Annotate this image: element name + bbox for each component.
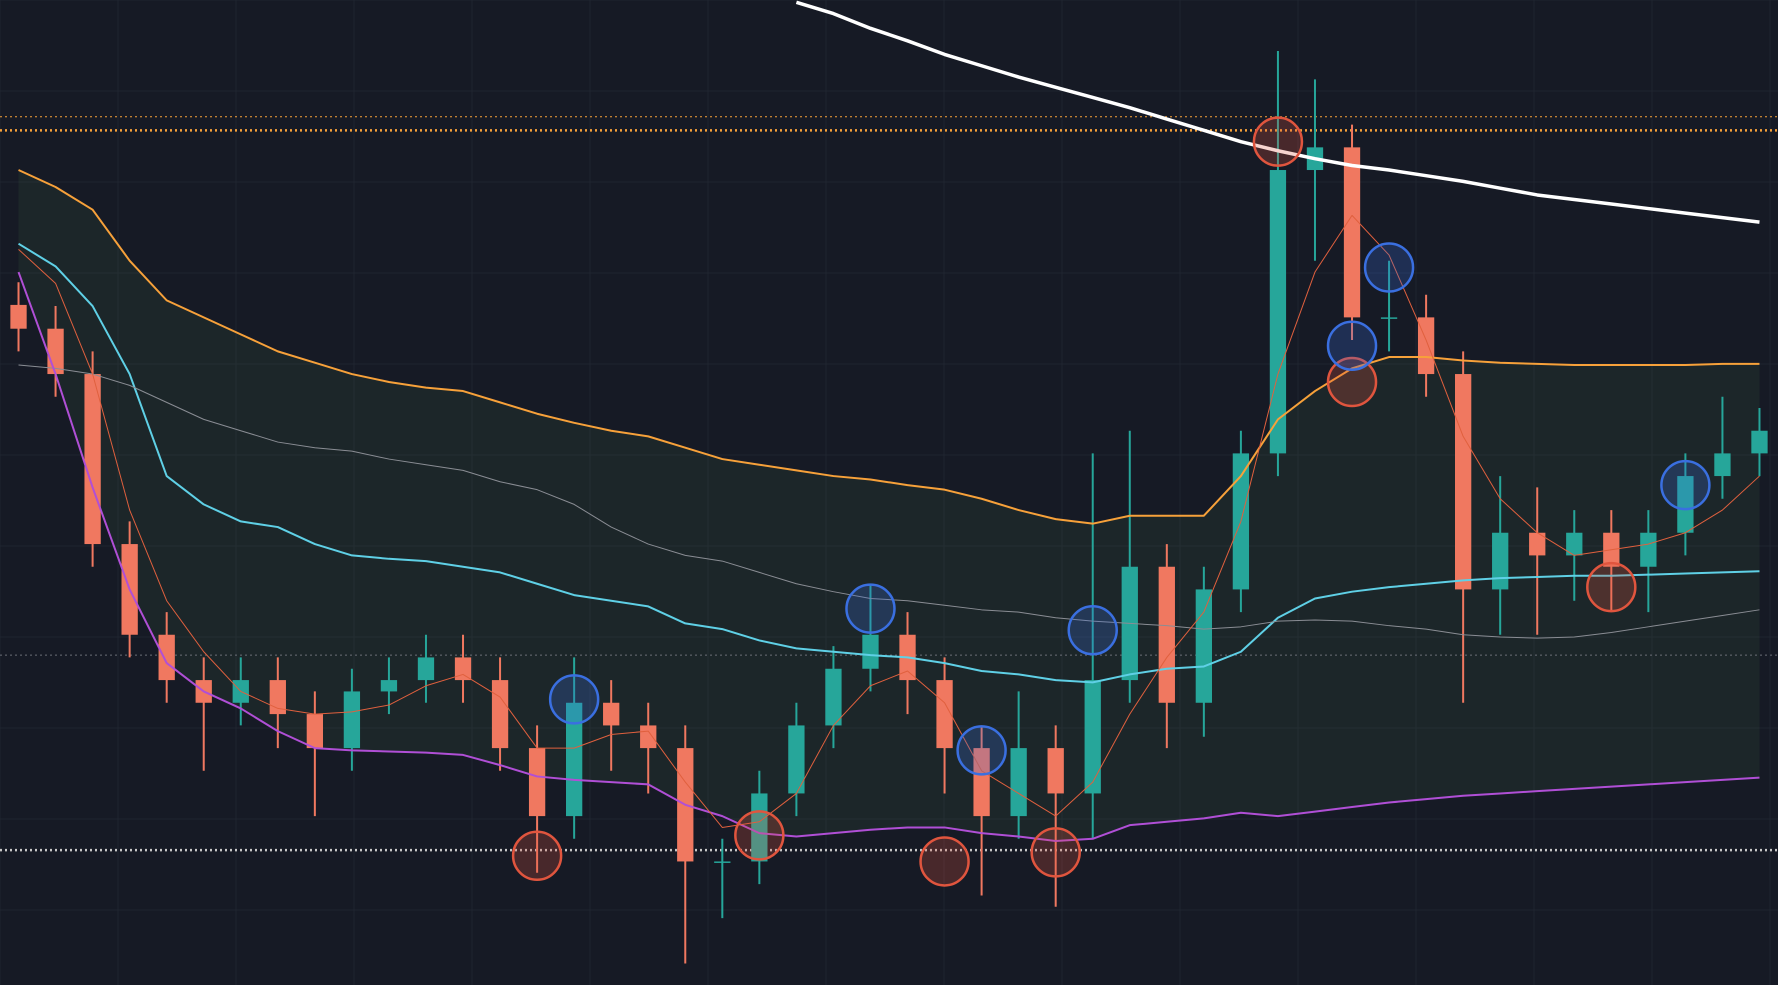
candle-body [1010, 748, 1027, 817]
signal-marker [1660, 459, 1711, 511]
candle-body [603, 702, 620, 726]
signal-marker [1252, 116, 1304, 167]
candle-body [1677, 476, 1694, 533]
candle-body [1751, 430, 1768, 454]
candle-body [1529, 532, 1546, 556]
candle-body [973, 748, 990, 817]
candle-body [528, 748, 546, 817]
candle-body [1492, 532, 1509, 590]
candle-body [1084, 680, 1101, 794]
signal-marker [548, 674, 600, 725]
candle-body [306, 714, 324, 749]
band-fill [18, 170, 1760, 842]
signal-marker [1363, 242, 1415, 293]
signal-marker [1586, 561, 1637, 613]
candle-body [862, 634, 879, 669]
candle-body [1714, 453, 1731, 477]
candle-body [640, 725, 657, 749]
indicator-line [17, 271, 1760, 843]
indicator-line [795, 0, 1760, 224]
candle-body [1343, 147, 1361, 318]
candle-body [417, 657, 435, 681]
signal-marker [956, 725, 1007, 776]
candle-body [1269, 170, 1287, 454]
candle-body [491, 680, 509, 749]
candle-body [1158, 566, 1175, 703]
indicator-line [17, 242, 1760, 684]
signal-marker [845, 583, 896, 634]
candle-body [10, 304, 27, 329]
candle-body [565, 702, 583, 817]
candle-body [1640, 532, 1657, 567]
candle-body [1454, 374, 1472, 590]
signal-marker [1326, 356, 1378, 408]
candle-body [380, 680, 398, 692]
candle-body [47, 328, 64, 375]
candle-body [788, 725, 805, 794]
indicator-line [18, 169, 1760, 525]
candle-body [1566, 532, 1583, 556]
signal-marker [1067, 604, 1118, 656]
signal-marker [1326, 320, 1378, 371]
candle-body [936, 680, 953, 749]
candle-body [1380, 317, 1398, 319]
signal-marker [511, 830, 563, 882]
candle-body [269, 680, 286, 715]
indicator-line [18, 364, 1760, 639]
candle-body [454, 657, 472, 681]
candle-body [158, 634, 175, 681]
candle-body [1195, 589, 1213, 703]
signal-marker [734, 810, 785, 861]
signal-marker [919, 836, 970, 887]
candle-body [751, 793, 768, 862]
candle-body [714, 861, 731, 863]
candle-body [1047, 748, 1064, 794]
signal-marker [1030, 827, 1081, 878]
candle-body [825, 668, 842, 726]
candle-body [84, 374, 101, 545]
candle-body [343, 691, 361, 749]
indicator-line [18, 214, 1760, 828]
